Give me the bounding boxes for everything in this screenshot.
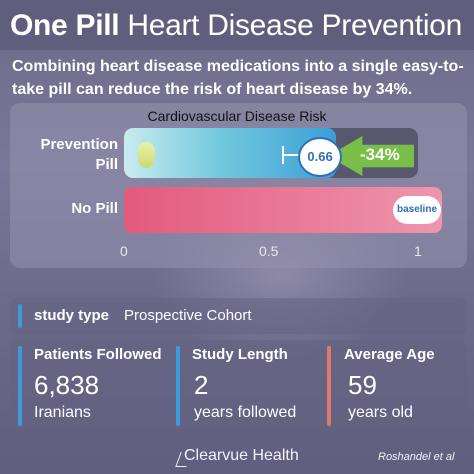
title-bold: One Pill xyxy=(10,9,120,42)
x-tick-label: 0 xyxy=(120,243,128,259)
stat-accent xyxy=(327,346,331,426)
subtitle: Combining heart disease medications into… xyxy=(12,58,464,98)
study-type-row xyxy=(10,298,467,334)
study-type-label: study type xyxy=(34,307,110,324)
no-pill-bar xyxy=(124,187,442,233)
stat-sub-length: years followed xyxy=(194,404,297,421)
x-tick-label: 0.5 xyxy=(259,243,279,259)
stat-sub-patients: Iranians xyxy=(34,404,91,421)
stat-label-age: Average Age xyxy=(344,346,435,363)
citation: Roshandel et al xyxy=(378,451,455,463)
error-bar-line xyxy=(282,154,303,156)
study-type-accent xyxy=(18,304,22,328)
stat-value-age: 59 xyxy=(348,370,377,400)
chart-title: Cardiovascular Disease Risk xyxy=(147,108,327,124)
baseline-badge: baseline xyxy=(393,196,441,224)
study-type-value: Prospective Cohort xyxy=(124,307,252,324)
stat-value-length: 2 xyxy=(194,370,209,400)
x-tick-label: 1 xyxy=(414,243,422,259)
stat-accent xyxy=(176,346,180,426)
error-bar-cap xyxy=(282,146,285,164)
reduction-label: -34% xyxy=(360,145,400,164)
stat-label-patients: Patients Followed xyxy=(34,346,162,363)
page-title: One Pill Heart Disease Prevention xyxy=(10,9,462,43)
category-label-no-pill: No Pill xyxy=(71,200,118,217)
stat-label-length: Study Length xyxy=(192,346,288,363)
brand-logo: Clearvue Health xyxy=(184,447,299,464)
stat-value-patients: 6,838 xyxy=(34,370,100,400)
header xyxy=(0,0,474,50)
pill-icon xyxy=(138,142,155,168)
stat-sub-age: years old xyxy=(348,404,413,421)
title-rest: Heart Disease Prevention xyxy=(127,9,462,42)
category-label-prevention: Prevention Pill xyxy=(40,136,118,173)
prevention-value-label: 0.66 xyxy=(298,137,343,177)
stats-row xyxy=(10,340,467,436)
stat-accent xyxy=(18,346,22,426)
